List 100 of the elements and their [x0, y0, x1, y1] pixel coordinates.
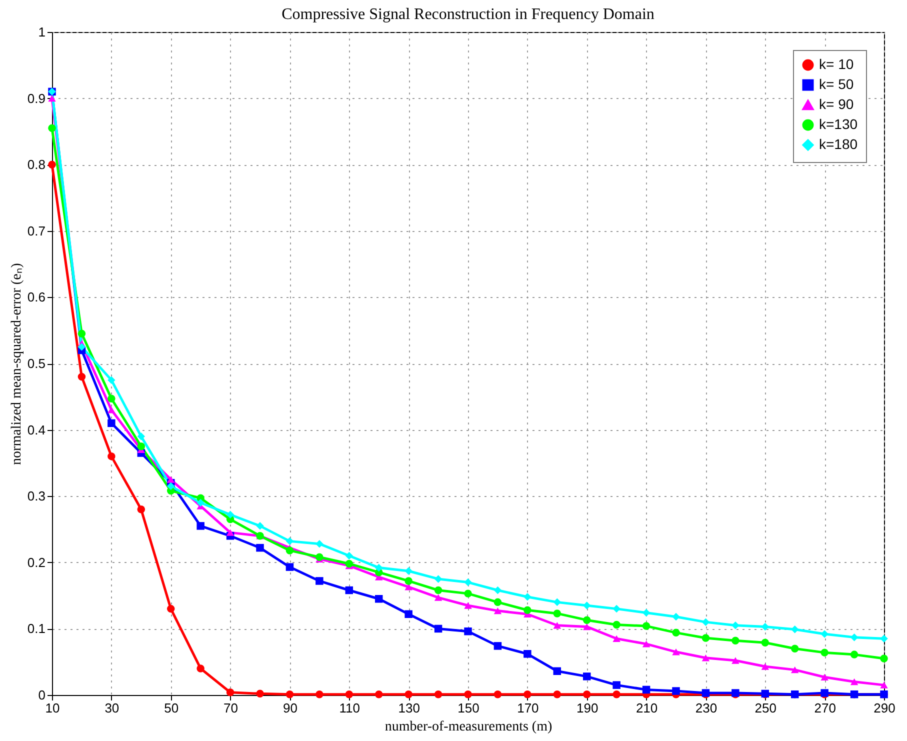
point	[524, 690, 532, 698]
point	[464, 627, 472, 636]
point	[316, 553, 324, 561]
point	[672, 687, 680, 695]
point	[494, 642, 502, 650]
point	[196, 664, 204, 672]
point	[404, 567, 412, 575]
x-axis-title: number-of-measurements (m)	[384, 720, 552, 734]
point	[612, 681, 620, 689]
point	[316, 690, 324, 698]
point	[226, 688, 234, 696]
x-tick-label: 270	[814, 700, 836, 716]
x-tick-label: 250	[754, 700, 776, 716]
point	[137, 505, 146, 514]
point	[345, 690, 354, 698]
point	[48, 160, 56, 168]
point	[524, 606, 532, 614]
point	[166, 476, 175, 483]
point	[494, 690, 502, 698]
point	[582, 672, 591, 680]
point	[850, 633, 858, 642]
x-tick-label: 30	[104, 700, 120, 716]
point	[404, 577, 412, 585]
x-tick-label: 130	[398, 700, 420, 716]
point	[256, 690, 264, 698]
x-tick-label: 230	[695, 700, 718, 716]
point	[820, 648, 828, 656]
point	[404, 610, 412, 618]
point	[78, 372, 86, 381]
y-tick-label: 0	[38, 688, 46, 702]
point	[642, 640, 650, 648]
x-tick-label: 90	[282, 700, 298, 716]
point	[345, 560, 354, 568]
point	[790, 625, 799, 634]
y-tick-label: 0.3	[27, 488, 46, 504]
legend-label: k= 10	[819, 56, 854, 72]
point	[374, 690, 383, 698]
point	[196, 498, 204, 507]
x-tick-label: 290	[874, 700, 896, 716]
point	[434, 575, 442, 583]
point	[48, 94, 56, 102]
point	[880, 654, 888, 662]
point	[374, 594, 383, 603]
y-tick-label: 0.6	[27, 290, 46, 305]
point	[108, 376, 116, 384]
point	[612, 604, 620, 613]
point	[464, 602, 472, 609]
point	[790, 644, 799, 652]
point	[672, 628, 680, 637]
point	[256, 544, 264, 552]
point	[286, 546, 294, 554]
point	[642, 686, 650, 694]
point	[434, 624, 442, 633]
point	[553, 690, 562, 698]
point	[108, 419, 116, 428]
point	[345, 586, 354, 594]
point	[196, 522, 204, 530]
x-tick-label: 70	[224, 700, 238, 716]
point	[582, 616, 591, 624]
point	[286, 690, 294, 698]
point	[137, 432, 146, 440]
point	[374, 564, 383, 572]
point	[524, 650, 532, 658]
point	[494, 607, 502, 614]
point	[166, 604, 175, 613]
point	[494, 586, 502, 594]
point	[464, 578, 472, 586]
point	[612, 620, 620, 629]
x-tick-label: 110	[339, 700, 360, 716]
point	[672, 648, 680, 656]
point	[702, 654, 710, 662]
point	[226, 529, 234, 536]
point	[108, 452, 116, 460]
x-tick-label: 50	[164, 700, 179, 716]
y-tick-label: 0.4	[27, 422, 46, 438]
point	[494, 598, 502, 606]
point	[732, 636, 740, 644]
point	[78, 343, 86, 351]
point	[286, 537, 294, 546]
point	[553, 622, 562, 629]
point	[761, 622, 770, 631]
point	[166, 482, 175, 490]
point	[108, 394, 116, 403]
point	[553, 598, 562, 606]
legend-label: k=130	[819, 116, 858, 132]
x-tick-label: 150	[458, 700, 480, 716]
x-tick-label: 10	[45, 700, 60, 716]
point	[702, 618, 710, 626]
point	[553, 610, 562, 618]
point	[642, 622, 650, 630]
x-tick-label: 210	[636, 700, 658, 716]
point	[316, 540, 324, 548]
point	[137, 442, 146, 450]
point	[761, 663, 770, 670]
x-tick-label: 170	[517, 700, 539, 716]
point	[434, 586, 442, 594]
point	[820, 674, 828, 680]
y-tick-label: 0.8	[27, 157, 46, 172]
point	[226, 510, 234, 519]
point	[612, 690, 620, 698]
